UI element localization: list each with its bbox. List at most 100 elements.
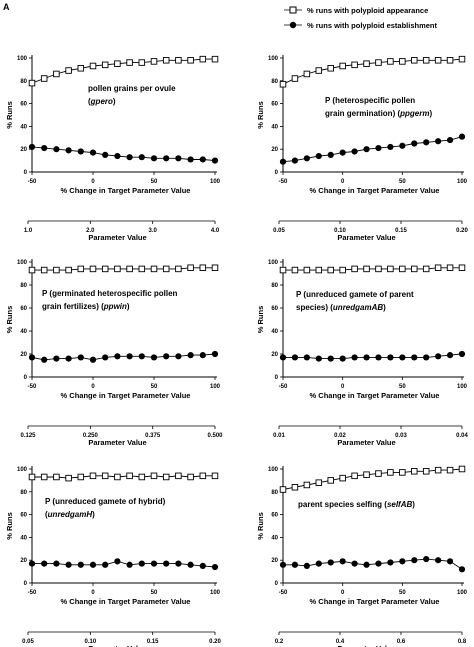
appearance-point	[101, 472, 109, 480]
establishment-point	[327, 151, 334, 158]
establishment-point	[77, 561, 84, 568]
param-tick-label: 0.02	[334, 433, 346, 439]
appearance-point	[411, 265, 418, 273]
y-tick-label: 0	[24, 375, 28, 381]
appearance-point	[291, 75, 299, 82]
appearance-point	[411, 57, 418, 64]
appearance-point	[387, 265, 394, 273]
param-tick-label: 0.04	[456, 433, 468, 439]
y-tick-label: 40	[271, 329, 278, 335]
establishment-point	[163, 353, 170, 360]
appearance-point	[434, 466, 442, 474]
x-tick-label: 100	[210, 179, 221, 185]
param-axis-label: Parameter Value	[337, 233, 395, 242]
x-tick-label: 0	[341, 590, 345, 596]
y-tick-label: 20	[271, 558, 278, 564]
establishment-point	[175, 155, 182, 162]
appearance-point	[315, 266, 323, 274]
establishment-point	[77, 354, 84, 361]
appearance-point	[458, 55, 466, 63]
panel-annotation: P (germinated heterospecific pollen	[42, 289, 178, 298]
establishment-point	[28, 143, 36, 151]
appearance-point	[422, 57, 430, 64]
establishment-point	[423, 139, 430, 146]
establishment-point	[411, 354, 418, 361]
appearance-point	[375, 470, 382, 477]
appearance-point	[77, 65, 85, 72]
establishment-point	[138, 560, 145, 567]
appearance-point	[150, 58, 158, 65]
appearance-point	[303, 266, 311, 274]
establishment-point	[102, 561, 109, 568]
param-axis-label: Parameter Value	[337, 644, 395, 647]
establishment-point	[279, 561, 287, 568]
establishment-point	[423, 354, 430, 361]
establishment-point	[28, 354, 36, 361]
param-tick-label: 0.6	[397, 639, 406, 645]
establishment-point	[339, 355, 346, 362]
appearance-point	[138, 59, 146, 66]
appearance-point	[53, 473, 60, 481]
y-tick-label: 80	[20, 283, 27, 289]
x-tick-label: 50	[399, 179, 406, 185]
param-tick-label: 0.250	[83, 433, 99, 439]
establishment-point	[363, 146, 370, 153]
appearance-point	[40, 266, 48, 274]
establishment-point	[211, 563, 219, 571]
y-tick-label: 40	[20, 535, 27, 541]
x-tick-label: 0	[341, 384, 345, 390]
appearance-point	[89, 62, 97, 70]
y-tick-label: 80	[20, 79, 27, 85]
appearance-line	[283, 267, 462, 271]
appearance-point	[279, 266, 287, 274]
y-tick-label: 0	[24, 581, 28, 587]
y-axis-label: % Runs	[5, 101, 14, 129]
y-tick-label: 60	[271, 513, 278, 519]
appearance-point	[279, 486, 287, 493]
y-tick-label: 20	[271, 147, 278, 153]
appearance-point	[351, 265, 358, 273]
establishment-point	[458, 133, 466, 140]
establishment-point	[199, 352, 206, 359]
figure-label: A	[3, 2, 10, 12]
establishment-point	[102, 354, 109, 361]
appearance-point	[199, 55, 207, 63]
establishment-point	[291, 561, 299, 568]
appearance-point	[28, 473, 36, 481]
param-tick-label: 3.0	[148, 228, 157, 234]
appearance-point	[387, 469, 394, 476]
appearance-point	[434, 57, 442, 64]
establishment-point	[351, 148, 358, 155]
appearance-point	[199, 264, 207, 272]
panel-annotation: P (heterospecific pollen	[325, 96, 415, 105]
y-tick-label: 80	[271, 283, 278, 289]
appearance-point	[363, 471, 370, 478]
y-tick-label: 20	[20, 352, 27, 358]
y-tick-label: 100	[17, 56, 28, 62]
appearance-point	[339, 62, 346, 70]
param-axis-label: Parameter Value	[88, 644, 146, 647]
panel-annotation: P (unreduced gamete of parent	[296, 290, 414, 299]
establishment-point	[435, 138, 442, 145]
appearance-point	[327, 477, 334, 484]
panel-annotation: grain fertilizes) (ppwin)	[42, 302, 130, 311]
establishment-point	[150, 155, 158, 162]
establishment-point	[303, 562, 310, 570]
x-axis-label: % Change in Target Parameter Value	[61, 391, 191, 400]
establishment-point	[458, 350, 466, 358]
appearance-point	[89, 472, 97, 480]
appearance-point	[65, 67, 72, 74]
establishment-line	[283, 353, 463, 360]
param-axis-label: Parameter Value	[88, 233, 146, 242]
establishment-point	[423, 555, 430, 563]
x-tick-label: 50	[399, 384, 406, 390]
param-tick-label: 2.0	[86, 228, 95, 234]
establishment-point	[41, 560, 48, 567]
establishment-point	[102, 151, 109, 158]
x-axis-label: % Change in Target Parameter Value	[310, 391, 440, 400]
appearance-line	[282, 58, 463, 85]
y-axis-label: % Runs	[256, 512, 265, 540]
appearance-point	[150, 472, 158, 480]
